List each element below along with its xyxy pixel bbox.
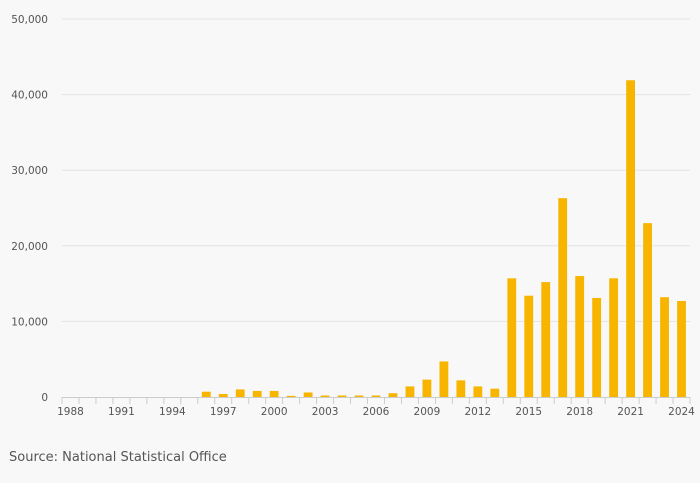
- x-tick-label: 2009: [414, 406, 441, 418]
- y-tick-label: 0: [41, 392, 48, 404]
- bar-2002: [303, 392, 313, 397]
- chart-svg: 0 10,000 20,000 30,000 40,000 50,000 1988 1991 1…: [11, 14, 695, 418]
- x-tick-label: 1988: [57, 406, 84, 418]
- y-tick-label: 50,000: [11, 14, 48, 26]
- bar-2020: [609, 278, 619, 397]
- x-tick-label: 1991: [108, 406, 135, 418]
- x-tick-label: 2021: [617, 406, 644, 418]
- bar-2005: [354, 395, 364, 397]
- x-tick-label: 2015: [515, 406, 542, 418]
- bar-2009: [422, 379, 432, 397]
- bar-2007: [388, 393, 398, 397]
- bar-2021: [626, 80, 636, 398]
- x-tick-label: 2024: [668, 406, 695, 418]
- x-tick-label: 2003: [312, 406, 339, 418]
- bar-2015: [524, 295, 534, 397]
- bar-2011: [456, 380, 466, 397]
- x-tick-label: 1997: [210, 406, 237, 418]
- bar-2024: [677, 300, 686, 397]
- x-tick-label: 2018: [566, 406, 593, 418]
- x-tick-label: 1994: [159, 406, 186, 418]
- bar-2000: [269, 390, 279, 397]
- bar-2019: [592, 297, 602, 397]
- bar-2012: [473, 386, 483, 397]
- x-tick-label: 2000: [261, 406, 288, 418]
- bar-1996: [201, 391, 211, 397]
- bar-1999: [252, 390, 262, 397]
- bar-2018: [575, 276, 585, 397]
- x-tick-label: 2012: [464, 406, 491, 418]
- bar-2004: [337, 395, 347, 397]
- x-tick-label: 2006: [363, 406, 390, 418]
- bar-2010: [439, 361, 449, 397]
- bar-2022: [643, 223, 652, 397]
- bar-2006: [371, 395, 381, 397]
- source-note: Source: National Statistical Office: [9, 450, 227, 465]
- bar-2008: [405, 386, 415, 397]
- bar-2003: [320, 395, 330, 397]
- y-tick-label: 30,000: [11, 165, 48, 177]
- bar-1997: [218, 393, 228, 397]
- y-tick-label: 40,000: [11, 90, 48, 102]
- bar-2017: [558, 198, 568, 397]
- bar-2014: [507, 278, 517, 397]
- y-tick-label: 20,000: [11, 241, 48, 253]
- bar-2016: [541, 282, 551, 397]
- bar-2023: [660, 297, 669, 397]
- bar-2013: [490, 388, 500, 397]
- bar-2001: [286, 395, 296, 397]
- y-tick-label: 10,000: [11, 316, 48, 328]
- bar-1998: [235, 389, 245, 397]
